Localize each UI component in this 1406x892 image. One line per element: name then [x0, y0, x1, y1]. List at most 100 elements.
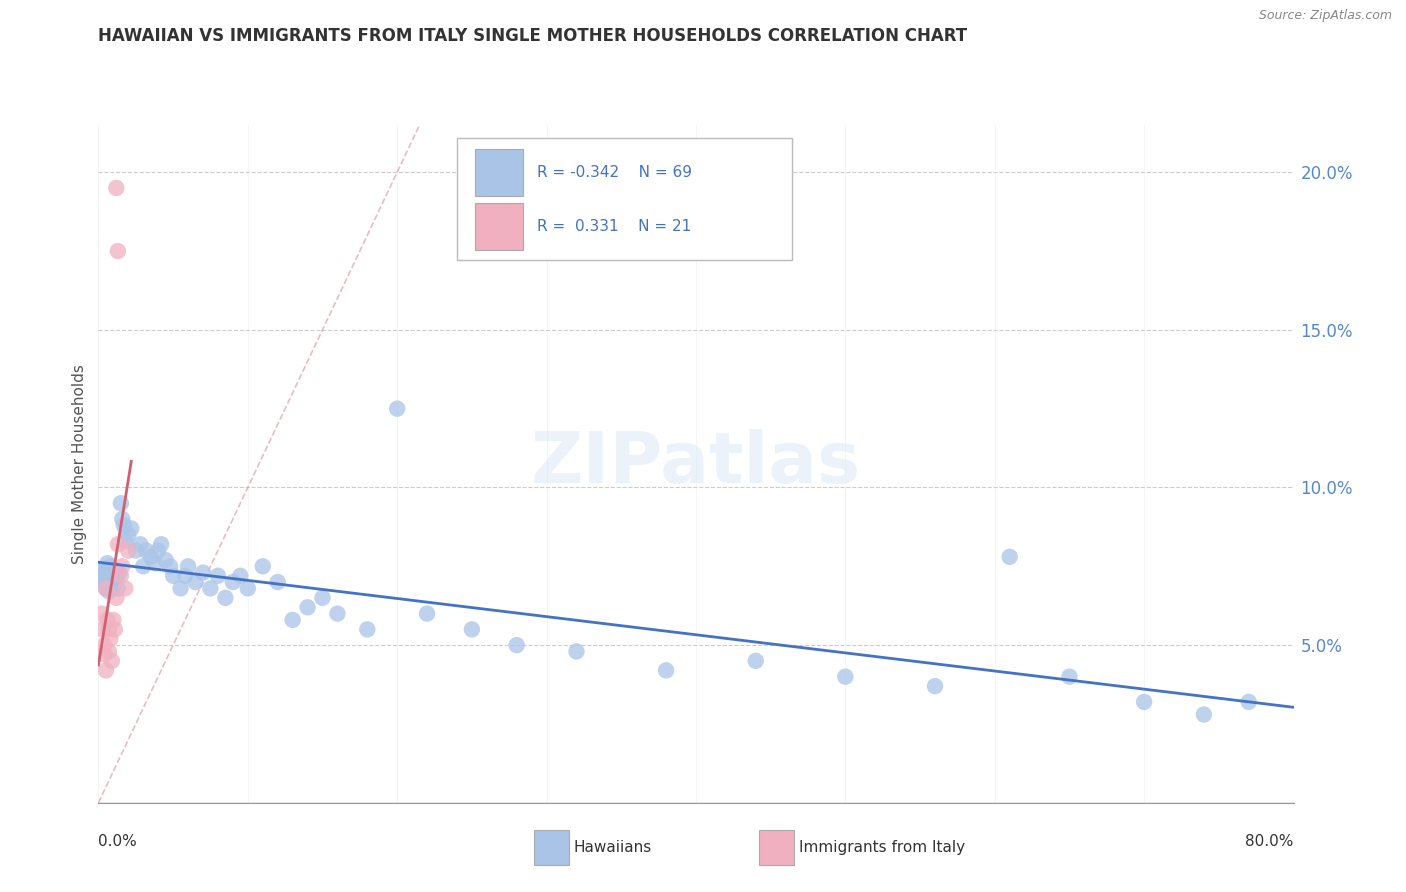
Point [97, 644, 120, 658]
Text: ZIPatlas: ZIPatlas [531, 429, 860, 499]
Point [1192, 707, 1215, 722]
Point [191, 566, 214, 580]
Text: R =  0.331    N = 21: R = 0.331 N = 21 [537, 219, 692, 234]
Text: 0.0%: 0.0% [98, 834, 138, 849]
Point [117, 543, 139, 558]
Point [105, 591, 128, 605]
Point [103, 568, 125, 582]
Point [229, 568, 252, 582]
Text: 80.0%: 80.0% [1246, 834, 1294, 849]
Point [97, 568, 120, 582]
Point [200, 582, 222, 596]
Point [222, 575, 245, 590]
Point [90, 607, 112, 621]
Point [93, 562, 115, 576]
Point [94, 582, 117, 596]
Point [110, 568, 132, 582]
Point [267, 575, 290, 590]
Point [103, 578, 125, 592]
Point [93, 648, 115, 662]
Point [120, 521, 142, 535]
Point [107, 537, 129, 551]
Point [96, 613, 118, 627]
Point [177, 559, 200, 574]
Point [1237, 695, 1260, 709]
Point [132, 559, 155, 574]
Point [184, 575, 207, 590]
Point [506, 638, 529, 652]
Point [108, 566, 131, 580]
Point [111, 512, 134, 526]
Point [114, 534, 136, 549]
Point [162, 568, 184, 582]
Point [356, 623, 378, 637]
Text: Immigrants from Italy: Immigrants from Italy [799, 840, 965, 855]
Point [94, 568, 117, 582]
Point [107, 582, 129, 596]
Point [416, 607, 439, 621]
Point [103, 613, 125, 627]
Point [100, 632, 122, 646]
Point [114, 582, 136, 596]
Point [174, 568, 197, 582]
Text: HAWAIIAN VS IMMIGRANTS FROM ITALY SINGLE MOTHER HOUSEHOLDS CORRELATION CHART: HAWAIIAN VS IMMIGRANTS FROM ITALY SINGLE… [98, 27, 967, 45]
Point [100, 575, 122, 590]
Point [297, 600, 319, 615]
Text: Hawaiians: Hawaiians [574, 840, 652, 855]
Point [924, 679, 946, 693]
Point [96, 556, 118, 570]
Point [207, 568, 229, 582]
FancyBboxPatch shape [457, 138, 792, 260]
Point [93, 638, 115, 652]
Point [214, 591, 236, 605]
Point [117, 528, 139, 542]
Point [94, 566, 117, 580]
Point [100, 559, 122, 574]
Point [94, 664, 117, 678]
Point [159, 559, 181, 574]
Point [169, 582, 191, 596]
Point [96, 578, 118, 592]
Point [236, 582, 259, 596]
Point [112, 518, 135, 533]
Point [1059, 670, 1081, 684]
Point [101, 654, 124, 668]
Point [97, 623, 120, 637]
Point [655, 664, 678, 678]
Point [105, 572, 128, 586]
Point [94, 582, 117, 596]
Point [97, 584, 120, 599]
Point [252, 559, 274, 574]
Point [129, 537, 152, 551]
Point [107, 244, 129, 258]
Point [105, 181, 128, 195]
Bar [475, 202, 523, 251]
Y-axis label: Single Mother Households: Single Mother Households [72, 364, 87, 564]
Point [150, 537, 173, 551]
Point [834, 670, 856, 684]
Point [1133, 695, 1156, 709]
Point [90, 566, 112, 580]
Point [125, 543, 148, 558]
Point [155, 553, 177, 567]
Text: Source: ZipAtlas.com: Source: ZipAtlas.com [1258, 9, 1392, 22]
Point [110, 496, 132, 510]
Point [148, 543, 170, 558]
Point [139, 549, 162, 564]
Point [311, 591, 333, 605]
Point [326, 607, 349, 621]
Point [461, 623, 484, 637]
Point [565, 644, 588, 658]
Point [104, 623, 127, 637]
Point [93, 575, 115, 590]
Text: R = -0.342    N = 69: R = -0.342 N = 69 [537, 165, 692, 180]
Point [745, 654, 768, 668]
Point [91, 623, 114, 637]
Point [143, 556, 166, 570]
Bar [475, 149, 523, 196]
Point [111, 559, 134, 574]
Point [135, 543, 157, 558]
Point [998, 549, 1021, 564]
Point [385, 401, 409, 416]
Point [91, 572, 114, 586]
